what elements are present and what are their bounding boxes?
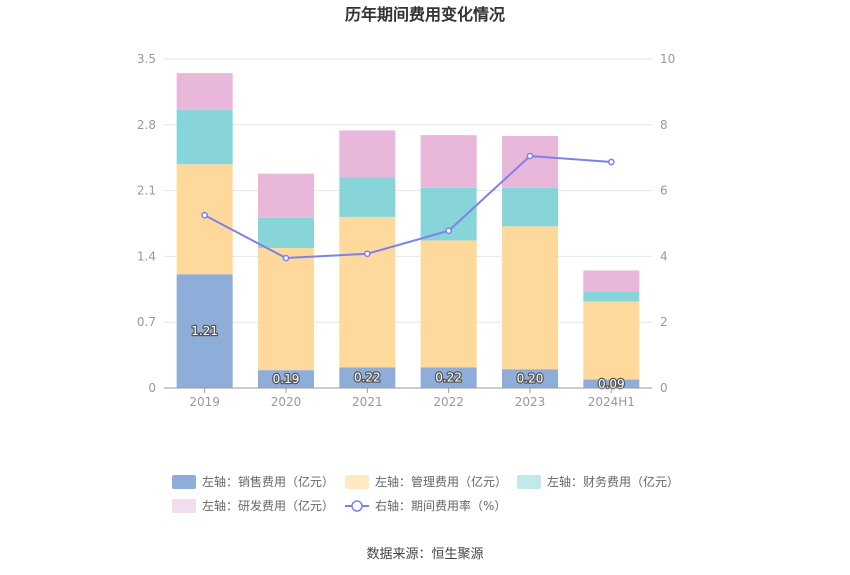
right-axis-tick-label: 6	[660, 184, 668, 198]
left-axis-tick-label: 0.7	[137, 315, 156, 329]
x-axis-tick-label: 2020	[271, 395, 302, 409]
data-source-note: 数据来源：恒生聚源	[366, 547, 483, 562]
legend-swatch	[172, 499, 196, 513]
bar-data-label: 0.22	[354, 371, 381, 385]
bar-segment-series-2	[583, 301, 640, 380]
x-axis-tick-label: 2023	[515, 395, 546, 409]
left-axis-tick-label: 3.5	[137, 52, 156, 66]
x-axis-tick-label: 2022	[433, 395, 464, 409]
legend-item-5[interactable]: 右轴：期间费用率（%）	[345, 498, 506, 513]
bar-segment-series-4	[339, 130, 396, 178]
bar-segment-series-4	[583, 270, 640, 292]
bar-segment-series-2	[420, 240, 477, 368]
bar-data-labels: 1.210.19 0.22 0.22 0.20 0.09	[190, 323, 626, 392]
bar-segment-series-4	[258, 173, 314, 218]
bar-data-label: 0.22	[435, 371, 462, 385]
legend-swatch	[345, 475, 369, 489]
bar-segment-series-1	[420, 367, 477, 388]
bar-segment-series-3	[339, 177, 396, 217]
line-point	[201, 211, 209, 219]
bar-segment-series-2	[339, 216, 396, 368]
left-axis-tick-label: 2.8	[137, 118, 156, 132]
line-point	[445, 227, 453, 235]
bar-segment-series-1	[176, 274, 233, 388]
bar-segment-series-3	[258, 217, 314, 248]
bar-segment-series-2	[502, 226, 558, 370]
x-axis-tick-label: 2021	[352, 395, 383, 409]
chart-title: 历年期间费用变化情况	[345, 5, 505, 24]
bar-data-label: 0.20	[517, 372, 544, 386]
legend-item-1[interactable]: 左轴：销售费用（亿元）	[172, 474, 334, 489]
bar-segment-series-1	[583, 379, 640, 388]
line-point	[607, 158, 615, 166]
legend-item-4[interactable]: 左轴：研发费用（亿元）	[172, 498, 334, 513]
x-axis-tick-label: 2024H1	[588, 395, 635, 409]
left-axis-tick-label: 0	[148, 381, 156, 395]
line-series	[201, 152, 615, 262]
left-axis-tick-label: 2.1	[137, 184, 156, 198]
legend-item-2[interactable]: 左轴：管理费用（亿元）	[345, 474, 507, 489]
bar-segment-series-4	[420, 135, 477, 188]
left-axis-tick-label: 1.4	[137, 249, 156, 263]
bar-segment-series-3	[502, 187, 558, 227]
legend-label: 左轴：销售费用（亿元）	[202, 474, 334, 489]
bar-segment-series-2	[176, 164, 233, 275]
bar-data-label: 0.19	[273, 372, 300, 386]
right-axis-tick-label: 10	[660, 52, 675, 66]
right-axis-tick-label: 2	[660, 315, 668, 329]
legend-item-3[interactable]: 左轴：财务费用（亿元）	[517, 474, 679, 489]
grid-lines	[164, 58, 652, 323]
bar-segment-series-3	[176, 109, 233, 165]
legend-swatch	[517, 475, 541, 489]
bar-data-label: 1.21	[191, 324, 218, 338]
right-axis-tick-label: 8	[660, 118, 668, 132]
legend-label: 左轴：财务费用（亿元）	[547, 474, 679, 489]
line-point	[363, 250, 371, 258]
bar-segment-series-1	[339, 367, 396, 388]
legend-label: 右轴：期间费用率（%）	[375, 498, 506, 513]
legend-label: 左轴：管理费用（亿元）	[375, 474, 507, 489]
bar-segment-series-1	[502, 369, 558, 388]
x-axis-tick-label: 2019	[189, 395, 220, 409]
legend: 左轴：销售费用（亿元） 左轴：管理费用（亿元） 左轴：财务费用（亿元） 左轴：研发费用…	[172, 474, 679, 513]
right-axis-tick-label: 0	[660, 381, 668, 395]
expense-ratio-line	[204, 155, 612, 260]
legend-label: 左轴：研发费用（亿元）	[202, 498, 334, 513]
legend-swatch	[172, 475, 196, 489]
right-axis-tick-label: 4	[660, 249, 668, 263]
bar-series	[176, 73, 640, 388]
legend-marker-icon	[351, 500, 363, 512]
bar-segment-series-2	[258, 247, 314, 371]
axes: 0 0.7 1.4 2.1 2.8 3.5 0 2 4 6 8 10 2019 2020 2021 2022 2…	[137, 52, 675, 409]
bar-segment-series-4	[176, 73, 233, 110]
bar-segment-series-4	[502, 136, 558, 188]
bar-segment-series-3	[583, 291, 640, 302]
line-point	[526, 152, 534, 160]
bar-segment-series-1	[258, 370, 314, 388]
line-point	[282, 254, 290, 262]
